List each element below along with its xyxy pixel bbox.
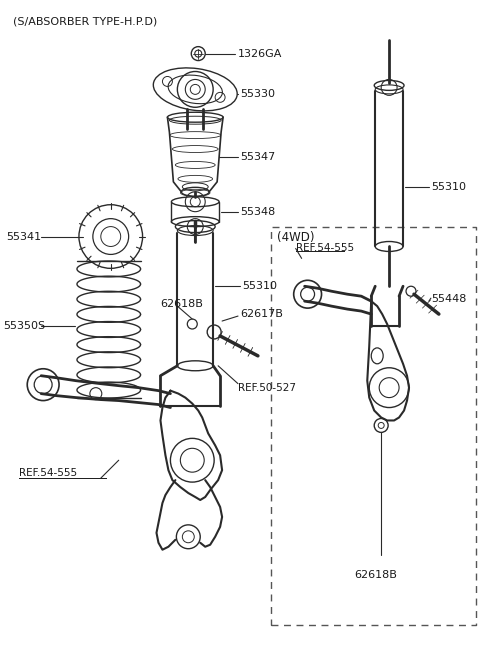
Text: REF.50-527: REF.50-527 xyxy=(238,382,296,393)
Text: (S/ABSORBER TYPE-H.P.D): (S/ABSORBER TYPE-H.P.D) xyxy=(13,17,157,27)
Text: 55330: 55330 xyxy=(240,89,275,99)
Text: 55448: 55448 xyxy=(431,294,466,304)
Text: 55341: 55341 xyxy=(6,232,41,241)
Text: 1326GA: 1326GA xyxy=(238,49,282,58)
Text: 55310: 55310 xyxy=(242,281,277,291)
Text: 62617B: 62617B xyxy=(240,309,283,319)
Text: 62618B: 62618B xyxy=(160,299,204,309)
Text: 55347: 55347 xyxy=(240,152,275,162)
Text: REF.54-555: REF.54-555 xyxy=(296,243,354,253)
Text: 55348: 55348 xyxy=(240,207,275,216)
Text: 55350S: 55350S xyxy=(3,321,46,331)
Text: (4WD): (4WD) xyxy=(277,231,314,244)
Text: REF.54-555: REF.54-555 xyxy=(19,468,77,478)
Text: 55310: 55310 xyxy=(431,182,466,192)
Text: 62618B: 62618B xyxy=(354,569,397,579)
